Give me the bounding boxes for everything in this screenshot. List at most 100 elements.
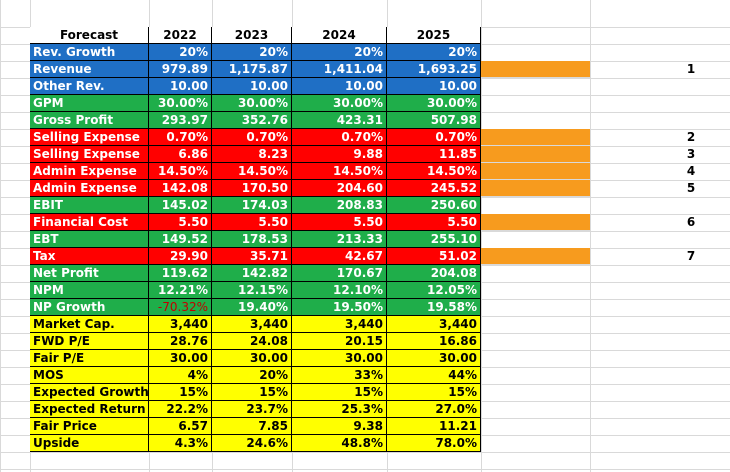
header-year[interactable]: 2024: [292, 27, 387, 44]
value-cell[interactable]: 1,693.25: [387, 61, 481, 78]
row-label[interactable]: Expected Growth: [30, 384, 149, 401]
value-cell[interactable]: 12.10%: [292, 282, 387, 299]
note-marker[interactable]: 5: [686, 181, 696, 195]
highlight-cell[interactable]: [481, 248, 590, 265]
value-cell[interactable]: 11.21: [387, 418, 481, 435]
value-cell[interactable]: 9.38: [292, 418, 387, 435]
note-marker[interactable]: 4: [686, 164, 696, 178]
value-cell[interactable]: 48.8%: [292, 435, 387, 452]
value-cell[interactable]: 245.52: [387, 180, 481, 197]
value-cell[interactable]: 0.70%: [292, 129, 387, 146]
value-cell[interactable]: 149.52: [149, 231, 212, 248]
value-cell[interactable]: 1,411.04: [292, 61, 387, 78]
row-label[interactable]: Admin Expense: [30, 180, 149, 197]
row-label[interactable]: Expected Return: [30, 401, 149, 418]
row-label[interactable]: FWD P/E: [30, 333, 149, 350]
value-cell[interactable]: 20%: [292, 44, 387, 61]
value-cell[interactable]: 30.00%: [212, 95, 292, 112]
value-cell[interactable]: -70.32%: [149, 299, 212, 316]
row-label[interactable]: GPM: [30, 95, 149, 112]
value-cell[interactable]: 10.00: [387, 78, 481, 95]
value-cell[interactable]: 6.86: [149, 146, 212, 163]
value-cell[interactable]: 204.08: [387, 265, 481, 282]
value-cell[interactable]: 30.00: [149, 350, 212, 367]
value-cell[interactable]: 5.50: [212, 214, 292, 231]
value-cell[interactable]: 11.85: [387, 146, 481, 163]
note-marker[interactable]: 1: [686, 62, 696, 76]
highlight-cell[interactable]: [481, 214, 590, 231]
value-cell[interactable]: 15%: [212, 384, 292, 401]
value-cell[interactable]: 0.70%: [212, 129, 292, 146]
value-cell[interactable]: 20%: [387, 44, 481, 61]
value-cell[interactable]: 3,440: [212, 316, 292, 333]
row-label[interactable]: Market Cap.: [30, 316, 149, 333]
value-cell[interactable]: 12.15%: [212, 282, 292, 299]
header-year[interactable]: 2025: [387, 27, 481, 44]
value-cell[interactable]: 8.23: [212, 146, 292, 163]
highlight-cell[interactable]: [481, 180, 590, 197]
value-cell[interactable]: 3,440: [149, 316, 212, 333]
value-cell[interactable]: 19.58%: [387, 299, 481, 316]
value-cell[interactable]: 0.70%: [387, 129, 481, 146]
value-cell[interactable]: 51.02: [387, 248, 481, 265]
row-label[interactable]: Fair P/E: [30, 350, 149, 367]
row-label[interactable]: NPM: [30, 282, 149, 299]
note-marker[interactable]: 3: [686, 147, 696, 161]
value-cell[interactable]: 423.31: [292, 112, 387, 129]
value-cell[interactable]: 16.86: [387, 333, 481, 350]
value-cell[interactable]: 20.15: [292, 333, 387, 350]
row-label[interactable]: Upside: [30, 435, 149, 452]
row-label[interactable]: MOS: [30, 367, 149, 384]
value-cell[interactable]: 5.50: [387, 214, 481, 231]
row-label[interactable]: Gross Profit: [30, 112, 149, 129]
value-cell[interactable]: 250.60: [387, 197, 481, 214]
value-cell[interactable]: 27.0%: [387, 401, 481, 418]
highlight-cell[interactable]: [481, 163, 590, 180]
value-cell[interactable]: 4.3%: [149, 435, 212, 452]
value-cell[interactable]: 30.00: [387, 350, 481, 367]
row-label[interactable]: Fair Price: [30, 418, 149, 435]
value-cell[interactable]: 15%: [292, 384, 387, 401]
value-cell[interactable]: 23.7%: [212, 401, 292, 418]
value-cell[interactable]: 170.67: [292, 265, 387, 282]
value-cell[interactable]: 30.00%: [292, 95, 387, 112]
value-cell[interactable]: 28.76: [149, 333, 212, 350]
header-year[interactable]: 2023: [212, 27, 292, 44]
value-cell[interactable]: 35.71: [212, 248, 292, 265]
row-label[interactable]: Revenue: [30, 61, 149, 78]
row-label[interactable]: Net Profit: [30, 265, 149, 282]
value-cell[interactable]: 10.00: [212, 78, 292, 95]
row-label[interactable]: Tax: [30, 248, 149, 265]
row-label[interactable]: Selling Expense: [30, 129, 149, 146]
row-label[interactable]: EBT: [30, 231, 149, 248]
value-cell[interactable]: 119.62: [149, 265, 212, 282]
value-cell[interactable]: 20%: [149, 44, 212, 61]
value-cell[interactable]: 3,440: [387, 316, 481, 333]
value-cell[interactable]: 979.89: [149, 61, 212, 78]
value-cell[interactable]: 22.2%: [149, 401, 212, 418]
highlight-cell[interactable]: [481, 61, 590, 78]
row-label[interactable]: Rev. Growth: [30, 44, 149, 61]
value-cell[interactable]: 9.88: [292, 146, 387, 163]
value-cell[interactable]: 208.83: [292, 197, 387, 214]
value-cell[interactable]: 29.90: [149, 248, 212, 265]
value-cell[interactable]: 15%: [149, 384, 212, 401]
header-year[interactable]: 2022: [149, 27, 212, 44]
value-cell[interactable]: 170.50: [212, 180, 292, 197]
value-cell[interactable]: 7.85: [212, 418, 292, 435]
value-cell[interactable]: 142.08: [149, 180, 212, 197]
value-cell[interactable]: 255.10: [387, 231, 481, 248]
value-cell[interactable]: 14.50%: [292, 163, 387, 180]
value-cell[interactable]: 19.40%: [212, 299, 292, 316]
value-cell[interactable]: 44%: [387, 367, 481, 384]
value-cell[interactable]: 1,175.87: [212, 61, 292, 78]
value-cell[interactable]: 5.50: [149, 214, 212, 231]
value-cell[interactable]: 174.03: [212, 197, 292, 214]
value-cell[interactable]: 30.00: [292, 350, 387, 367]
value-cell[interactable]: 178.53: [212, 231, 292, 248]
row-label[interactable]: Selling Expense: [30, 146, 149, 163]
value-cell[interactable]: 293.97: [149, 112, 212, 129]
header-forecast[interactable]: Forecast: [30, 27, 149, 44]
value-cell[interactable]: 145.02: [149, 197, 212, 214]
value-cell[interactable]: 14.50%: [387, 163, 481, 180]
